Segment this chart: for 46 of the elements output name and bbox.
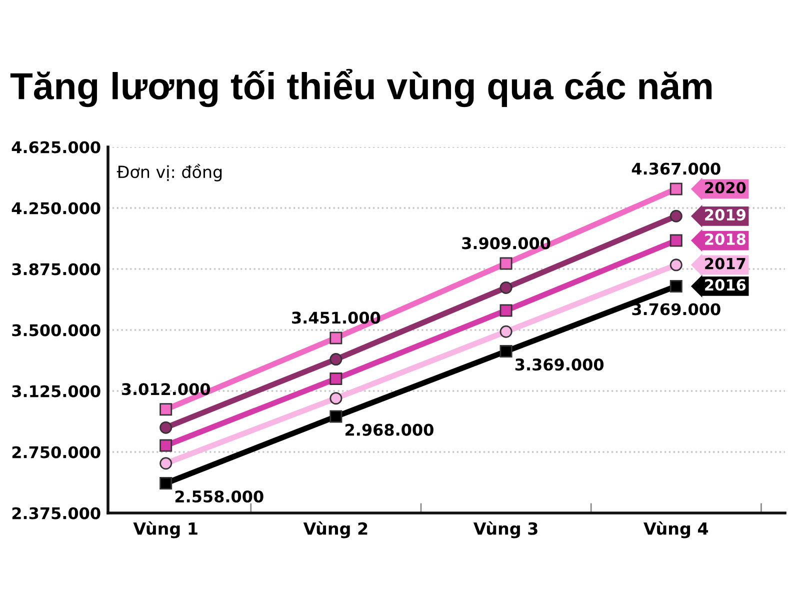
point [670, 210, 682, 222]
point [500, 345, 512, 358]
legend-label: 2018 [705, 233, 746, 245]
data-label: 3.769.000 [632, 303, 720, 316]
legend-label: 2017 [705, 258, 746, 270]
point [330, 332, 342, 344]
point [500, 281, 512, 294]
point [330, 392, 342, 405]
legend-label: 2016 [705, 279, 746, 291]
point [670, 258, 682, 272]
data-label: 3.012.000 [122, 383, 210, 396]
annotation: Đơn vị: đồng [116, 164, 222, 182]
point [330, 353, 342, 366]
y-tick-label: 3.125.000 [12, 385, 100, 398]
point [160, 403, 172, 416]
point [330, 372, 342, 386]
legend-label: 2020 [705, 182, 746, 194]
point [160, 476, 172, 490]
y-tick-label: 2.375.000 [12, 507, 100, 520]
chart-title: Tăng lương tối thiểu vùng qua các năm [10, 68, 712, 108]
y-tick-label: 4.625.000 [12, 141, 100, 154]
point [500, 304, 512, 317]
data-label: 2.558.000 [175, 490, 264, 503]
x-tick-label: Vùng 4 [644, 521, 708, 538]
data-label: 2.968.000 [346, 424, 434, 436]
point [160, 421, 172, 434]
point [160, 439, 172, 452]
x-tick-label: Vùng 3 [473, 521, 538, 538]
point [670, 234, 682, 247]
point [500, 325, 512, 338]
point [500, 257, 512, 270]
data-label: 4.367.000 [632, 162, 720, 175]
point [330, 410, 342, 423]
y-tick-label: 3.875.000 [12, 263, 100, 276]
x-tick-label: Vùng 2 [303, 521, 368, 538]
legend-label: 2019 [705, 209, 746, 221]
point [670, 280, 682, 292]
point [160, 457, 172, 470]
data-label: 3.909.000 [462, 237, 550, 250]
y-tick-label: 4.250.000 [12, 202, 100, 214]
y-tick-label: 2.750.000 [12, 446, 100, 458]
point [670, 182, 682, 196]
x-tick-label: Vùng 1 [133, 521, 198, 538]
data-label: 3.451.000 [292, 312, 380, 324]
data-label: 3.369.000 [515, 358, 604, 371]
y-tick-label: 3.500.000 [12, 324, 100, 336]
